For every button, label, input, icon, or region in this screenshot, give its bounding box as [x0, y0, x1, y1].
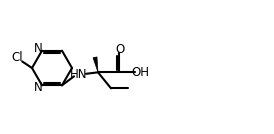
- Text: N: N: [34, 81, 42, 94]
- Text: N: N: [34, 42, 42, 55]
- Text: HN: HN: [70, 68, 88, 81]
- Text: OH: OH: [132, 66, 150, 79]
- Polygon shape: [93, 57, 98, 72]
- Text: Cl: Cl: [11, 51, 22, 64]
- Text: O: O: [115, 43, 124, 56]
